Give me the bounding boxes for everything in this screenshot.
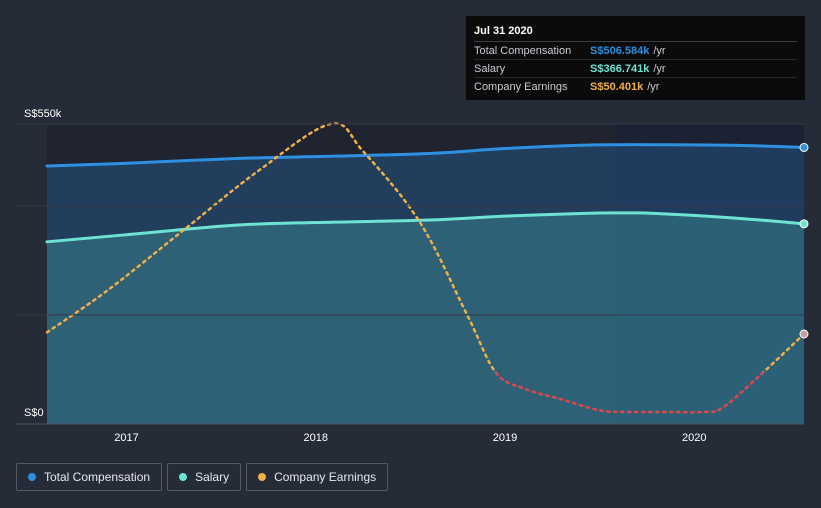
tooltip-value: S$506.584k	[590, 44, 650, 57]
salary-area	[47, 212, 804, 424]
tooltip-label: Salary	[474, 62, 506, 75]
legend: Total Compensation Salary Company Earnin…	[16, 463, 393, 491]
legend-label: Total Compensation	[44, 470, 151, 484]
tooltip-value: S$366.741k	[590, 62, 650, 75]
salary-line	[45, 211, 806, 244]
y-axis-label-max: S$550k	[24, 108, 62, 120]
legend-dot-icon	[179, 473, 188, 481]
tooltip-value: S$50.401k	[590, 80, 644, 93]
x-tick-label: 2018	[303, 432, 327, 444]
tooltip-row-salary: Salary S$366.741k /yr	[474, 60, 797, 78]
tooltip-label: Total Compensation	[474, 44, 572, 57]
company-earnings-line	[45, 122, 806, 373]
tooltip: Jul 31 2020 Total Compensation S$506.584…	[466, 16, 805, 100]
y-axis-label-min: S$0	[24, 407, 44, 419]
x-tick-label: 2017	[114, 432, 138, 444]
total-compensation-area	[47, 144, 804, 424]
tooltip-label: Company Earnings	[474, 80, 568, 93]
x-tick-label: 2019	[493, 432, 517, 444]
tooltip-date: Jul 31 2020	[474, 24, 797, 42]
legend-label: Salary	[195, 470, 230, 484]
plot-background	[47, 124, 615, 424]
forecast-region	[614, 124, 804, 424]
tooltip-row-total-compensation: Total Compensation S$506.584k /yr	[474, 42, 797, 60]
tooltip-row-company-earnings: Company Earnings S$50.401k /yr	[474, 78, 797, 95]
tooltip-unit: /yr	[653, 44, 666, 57]
total-compensation-line	[45, 143, 806, 168]
salary-marker	[799, 219, 809, 229]
legend-item-total-compensation[interactable]: Total Compensation	[16, 463, 163, 491]
tooltip-unit: /yr	[647, 80, 660, 93]
company-earnings-marker	[799, 329, 809, 339]
legend-dot-icon	[258, 473, 267, 481]
tooltip-unit: /yr	[653, 62, 666, 75]
total-compensation-marker	[799, 142, 809, 152]
legend-item-salary[interactable]: Salary	[167, 463, 242, 491]
legend-label: Company Earnings	[274, 470, 377, 484]
legend-dot-icon	[28, 473, 36, 481]
legend-item-company-earnings[interactable]: Company Earnings	[246, 463, 389, 491]
x-tick-label: 2020	[682, 432, 706, 444]
